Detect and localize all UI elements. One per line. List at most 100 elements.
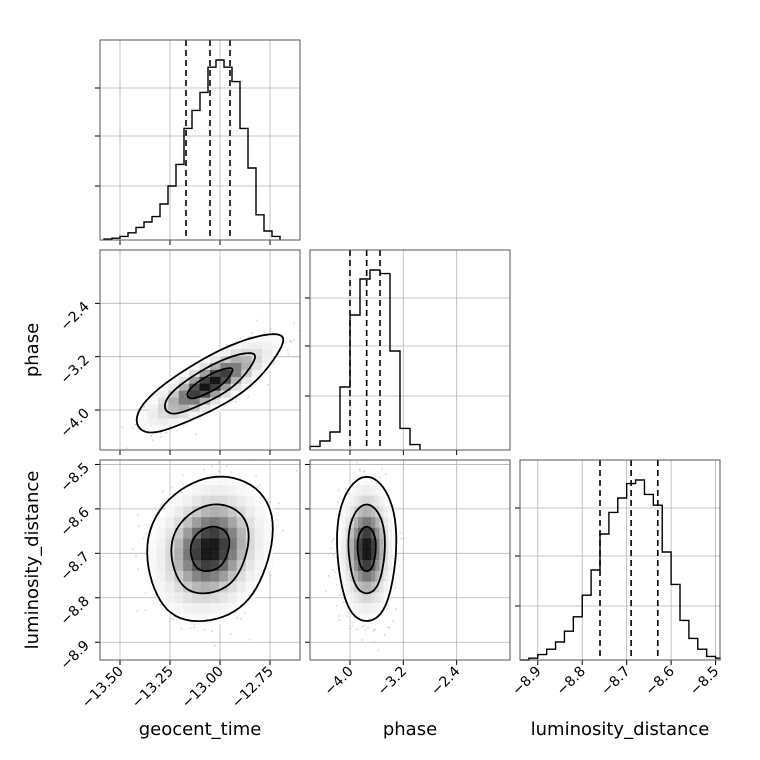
sample-point bbox=[351, 621, 354, 624]
sample-point bbox=[137, 408, 139, 410]
density-cell bbox=[147, 424, 159, 433]
contour-2.6sigma bbox=[135, 333, 285, 434]
scatter-panel-geocent_time-luminosity_distance bbox=[95, 459, 301, 665]
sample-point bbox=[136, 609, 139, 612]
sample-point bbox=[293, 339, 295, 342]
density-cell bbox=[178, 411, 190, 419]
density-cell bbox=[192, 581, 202, 593]
density-cell bbox=[168, 376, 180, 384]
density-cell bbox=[192, 602, 202, 614]
density-cell bbox=[218, 473, 229, 485]
density-cell bbox=[236, 495, 247, 507]
density-cell bbox=[165, 548, 175, 561]
sample-point bbox=[176, 429, 179, 432]
density-cell bbox=[192, 548, 202, 561]
density-cell bbox=[165, 506, 175, 518]
density-cell bbox=[189, 411, 201, 419]
density-cell bbox=[178, 376, 190, 384]
sample-point bbox=[367, 626, 370, 629]
sample-point bbox=[273, 362, 276, 365]
sample-point bbox=[394, 586, 397, 589]
sample-point bbox=[336, 605, 339, 607]
sample-point bbox=[211, 630, 214, 633]
sample-point bbox=[363, 469, 366, 472]
sample-point bbox=[327, 574, 330, 577]
density-cell bbox=[183, 602, 193, 614]
density-cell bbox=[168, 418, 180, 426]
sample-point bbox=[263, 331, 266, 334]
scatter-panel-geocent_time-phase bbox=[95, 249, 301, 455]
density-cell bbox=[241, 355, 253, 363]
density-cell bbox=[201, 484, 211, 496]
contour-0.8sigma bbox=[186, 367, 234, 400]
density-cell bbox=[262, 348, 273, 357]
density-cell bbox=[230, 390, 242, 398]
histogram-phase bbox=[309, 269, 421, 450]
density-cell bbox=[189, 390, 201, 398]
density-cell bbox=[168, 383, 180, 391]
sample-point bbox=[150, 434, 153, 437]
density-cell bbox=[178, 390, 190, 398]
density-cell bbox=[241, 383, 253, 391]
sample-point bbox=[383, 633, 386, 636]
density-cell bbox=[218, 516, 229, 528]
sample-point bbox=[203, 628, 206, 631]
density-cell bbox=[174, 591, 184, 603]
density-cell bbox=[178, 383, 190, 391]
sample-point bbox=[275, 519, 278, 522]
density-cell bbox=[210, 383, 221, 391]
density-cell bbox=[210, 369, 221, 377]
density-cell bbox=[241, 362, 253, 370]
sample-point bbox=[269, 574, 272, 577]
sample-point bbox=[359, 469, 362, 472]
density-cell bbox=[174, 538, 184, 550]
density-cell bbox=[254, 548, 264, 561]
density-cell bbox=[251, 334, 263, 343]
density-cell bbox=[165, 581, 175, 593]
density-cell bbox=[201, 559, 211, 571]
sample-point bbox=[255, 319, 258, 322]
density-cell bbox=[147, 404, 159, 412]
sample-point bbox=[386, 607, 389, 610]
density-cell bbox=[168, 411, 180, 419]
density-cell bbox=[192, 484, 202, 496]
sample-point bbox=[334, 571, 337, 574]
density-cell bbox=[174, 506, 184, 518]
density-cell bbox=[174, 548, 184, 561]
sample-point bbox=[203, 469, 206, 471]
sample-point bbox=[121, 426, 124, 429]
density-cell bbox=[245, 495, 256, 507]
sample-point bbox=[180, 627, 183, 630]
density-cell bbox=[254, 559, 264, 571]
density-cell bbox=[189, 397, 201, 405]
sample-point bbox=[387, 604, 390, 607]
density-cell bbox=[156, 527, 166, 539]
sample-point bbox=[362, 471, 365, 473]
density-cell bbox=[220, 390, 232, 398]
sample-point bbox=[156, 393, 159, 396]
density-cell bbox=[262, 341, 273, 350]
density-cell bbox=[189, 376, 201, 384]
density-cell bbox=[210, 355, 221, 363]
density-cell bbox=[227, 548, 238, 561]
density-cell bbox=[165, 591, 175, 603]
sample-point bbox=[338, 619, 341, 622]
sample-point bbox=[373, 641, 376, 644]
density-cell bbox=[227, 581, 238, 593]
sample-point bbox=[388, 626, 391, 629]
sample-point bbox=[373, 628, 375, 631]
density-cell bbox=[236, 591, 247, 603]
density-cell bbox=[147, 418, 159, 426]
density-cell bbox=[189, 369, 201, 377]
sample-point bbox=[132, 548, 134, 551]
sample-point bbox=[126, 447, 129, 450]
sample-point bbox=[337, 501, 339, 504]
density-cell bbox=[262, 362, 273, 370]
density-cell bbox=[210, 591, 220, 603]
sample-point bbox=[402, 537, 405, 540]
sample-point bbox=[230, 471, 233, 474]
sample-point bbox=[135, 555, 137, 558]
sample-point bbox=[338, 593, 341, 596]
density-cell bbox=[230, 376, 242, 384]
density-cell bbox=[147, 397, 159, 405]
